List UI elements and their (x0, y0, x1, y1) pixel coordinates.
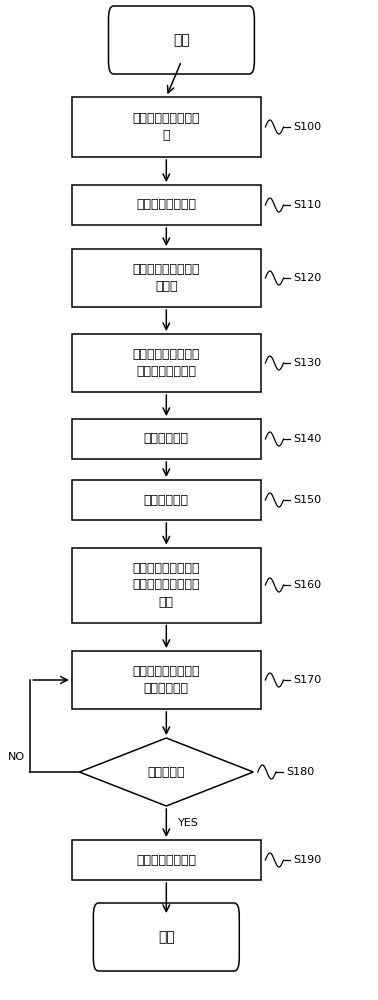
Text: 得到产能分配计划: 得到产能分配计划 (136, 854, 196, 866)
Text: NO: NO (8, 752, 25, 762)
Text: 对生产线机台进行标
注设置: 对生产线机台进行标 注设置 (133, 263, 200, 293)
Text: S110: S110 (293, 200, 321, 210)
Text: S120: S120 (293, 273, 322, 283)
Text: S160: S160 (293, 580, 321, 590)
Text: 建立工厂仿真系统: 建立工厂仿真系统 (136, 198, 196, 212)
Text: S100: S100 (293, 122, 321, 132)
Text: 获取生产计划: 获取生产计划 (144, 432, 189, 446)
Bar (72, 419, 261, 459)
Bar (72, 334, 261, 392)
Text: S130: S130 (293, 358, 321, 368)
Bar (72, 548, 261, 622)
Text: 开始: 开始 (173, 33, 190, 47)
Text: 结束: 结束 (158, 930, 175, 944)
Text: S170: S170 (293, 675, 322, 685)
FancyBboxPatch shape (108, 6, 254, 74)
Bar (72, 97, 261, 157)
Text: 运行每个生产线机台
得到工厂仿真系统: 运行每个生产线机台 得到工厂仿真系统 (133, 348, 200, 378)
FancyBboxPatch shape (93, 903, 239, 971)
Bar (72, 651, 261, 709)
Bar (72, 840, 261, 880)
Polygon shape (79, 738, 253, 806)
Text: S180: S180 (286, 767, 314, 777)
Text: S150: S150 (293, 495, 321, 505)
Text: S190: S190 (293, 855, 322, 865)
Text: 仿真成功？: 仿真成功？ (147, 766, 185, 778)
Text: 按照生产期限由近到
远排序得到所需产能
清单: 按照生产期限由近到 远排序得到所需产能 清单 (133, 562, 200, 608)
Bar (72, 480, 261, 520)
Text: YES: YES (178, 818, 198, 828)
Text: S140: S140 (293, 434, 322, 444)
Text: 将所需产能清单导入
工厂仿真系统: 将所需产能清单导入 工厂仿真系统 (133, 665, 200, 695)
Bar (72, 185, 261, 225)
Text: 分解生产计划: 分解生产计划 (144, 493, 189, 506)
Bar (72, 249, 261, 307)
Text: 采集生产线的产能数
据: 采集生产线的产能数 据 (133, 112, 200, 142)
